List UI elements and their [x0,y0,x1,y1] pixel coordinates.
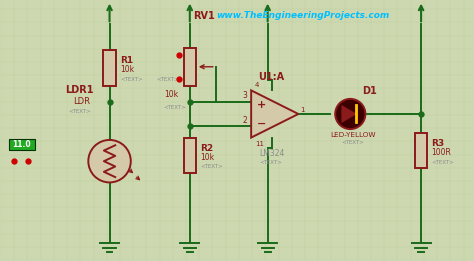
Polygon shape [251,90,298,138]
Text: 11.0: 11.0 [12,140,31,149]
Text: LM324: LM324 [260,149,285,158]
Text: R1: R1 [120,56,133,65]
Text: LED-YELLOW: LED-YELLOW [330,132,376,138]
Text: <TEXT>: <TEXT> [120,77,143,82]
Bar [103,50,116,86]
Bar [183,138,196,173]
Circle shape [88,140,131,182]
Text: LDR1: LDR1 [65,85,93,95]
Text: 10k: 10k [164,91,178,99]
Text: <TEXT>: <TEXT> [431,159,454,165]
Text: 2: 2 [243,116,247,125]
Text: 3: 3 [243,91,247,100]
Text: 11: 11 [255,141,264,147]
Text: <TEXT>: <TEXT> [68,109,91,114]
Text: 1: 1 [300,107,304,113]
Text: 10k: 10k [200,152,214,162]
Circle shape [335,99,365,129]
Text: LDR: LDR [73,97,90,106]
Text: U1:A: U1:A [258,72,284,82]
Polygon shape [342,105,356,122]
Text: R2: R2 [200,144,213,153]
Text: <TEXT>: <TEXT> [164,105,187,110]
Bar [415,133,427,168]
Text: <TEXT>: <TEXT> [260,159,283,164]
Text: <TEXT>: <TEXT> [342,140,365,145]
Text: 4: 4 [255,82,259,88]
FancyBboxPatch shape [9,139,35,150]
Text: R3: R3 [431,139,445,148]
Text: +: + [257,99,266,110]
Text: 10k: 10k [120,65,134,74]
Bar [183,48,196,86]
Text: 100R: 100R [431,148,451,157]
Text: RV1: RV1 [193,11,215,21]
Text: <TEXT>: <TEXT> [157,76,180,81]
Text: www.TheEngineeringProjects.com: www.TheEngineeringProjects.com [216,11,389,20]
Text: D1: D1 [362,86,377,96]
Text: <TEXT>: <TEXT> [200,164,223,169]
Text: −: − [257,118,266,128]
